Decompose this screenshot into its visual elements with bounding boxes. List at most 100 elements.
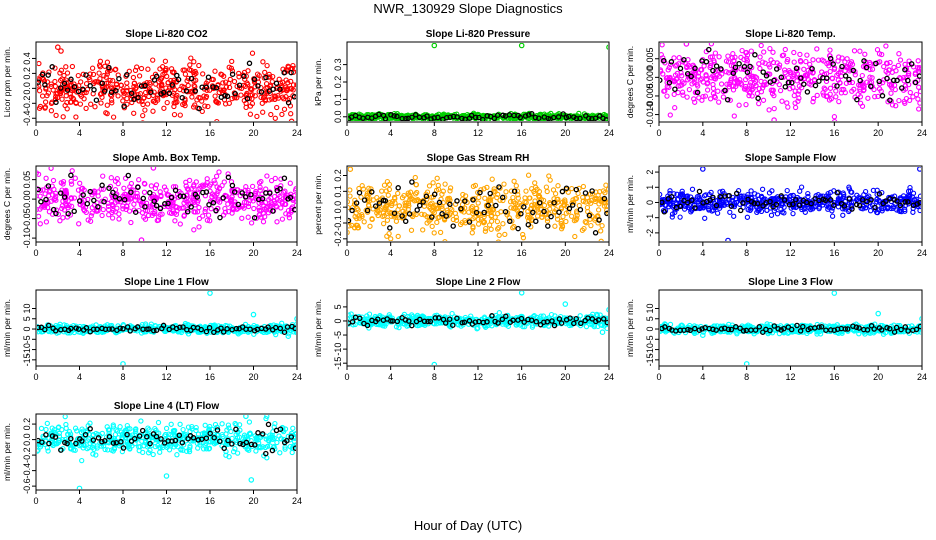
x-tick-label: 4 [77, 128, 82, 138]
data-point [544, 218, 551, 224]
data-point [285, 86, 291, 92]
data-point [268, 177, 275, 184]
overlay-point [747, 63, 753, 70]
data-point [810, 99, 816, 105]
data-point [42, 99, 49, 105]
data-point [136, 98, 142, 104]
data-point [46, 69, 52, 75]
overlay-point [409, 179, 415, 185]
data-point [862, 51, 868, 57]
data-point [177, 221, 183, 227]
data-point [128, 195, 134, 201]
data-point [741, 86, 748, 92]
x-tick-label: 4 [388, 248, 393, 258]
data-point [43, 175, 49, 181]
overlay-point [752, 52, 758, 58]
data-point [889, 102, 896, 108]
data-point [183, 192, 190, 199]
data-point [285, 80, 291, 86]
overlay-point [801, 81, 807, 87]
overlay-point [518, 211, 524, 217]
data-point [104, 102, 110, 108]
data-point [55, 211, 62, 217]
data-point [595, 207, 602, 213]
data-point [256, 72, 262, 79]
overlay-point [364, 322, 371, 329]
x-tick-label: 4 [388, 128, 393, 138]
outlier-point [431, 43, 438, 49]
overlay-point [277, 185, 283, 192]
data-point [810, 57, 816, 63]
overlay-point [37, 324, 41, 331]
data-point [671, 55, 677, 61]
data-point [59, 96, 65, 102]
data-point [718, 81, 725, 87]
data-point [149, 193, 155, 200]
data-point [431, 320, 438, 327]
data-point [667, 61, 674, 68]
y-tick-label: 1 [645, 185, 655, 190]
data-point [913, 91, 920, 98]
data-point [514, 188, 521, 194]
data-point [252, 93, 258, 99]
data-point [173, 211, 180, 218]
y-tick-label: -2 [645, 229, 655, 237]
data-point [823, 78, 830, 85]
overlay-point [151, 198, 157, 204]
data-point [869, 75, 875, 81]
data-point [511, 223, 517, 230]
overlay-point [751, 200, 757, 207]
overlay-point [403, 115, 409, 121]
data-point [893, 68, 899, 74]
y-tick-label: -0.10 [22, 228, 32, 249]
data-point [120, 98, 126, 104]
overlay-point [45, 322, 52, 329]
data-point [826, 53, 833, 59]
overlay-point [87, 328, 93, 335]
data-point [689, 81, 695, 87]
overlay-point [466, 318, 473, 324]
data-point [675, 61, 682, 67]
data-point [268, 111, 274, 118]
data-point [386, 181, 393, 188]
data-point [442, 239, 448, 241]
data-point [880, 205, 886, 212]
data-point [721, 202, 728, 208]
overlay-point [724, 96, 731, 103]
data-point [421, 212, 428, 218]
overlay-point [229, 182, 236, 189]
overlay-point [827, 197, 834, 203]
data-point [784, 59, 790, 65]
overlay-point [247, 326, 253, 332]
data-point [797, 188, 803, 194]
overlay-point [604, 319, 608, 326]
overlay-point [493, 202, 499, 209]
overlay-point [668, 59, 675, 65]
data-point [849, 189, 855, 195]
data-point [221, 73, 227, 79]
data-point [288, 111, 294, 117]
data-point [348, 187, 353, 193]
data-point [805, 190, 811, 197]
data-point [229, 68, 236, 74]
data-point [770, 59, 777, 66]
y-tick-label: 0.2 [22, 67, 32, 80]
overlay-point [459, 115, 465, 121]
data-point [501, 181, 507, 187]
overlay-point [447, 201, 453, 208]
data-point [61, 207, 68, 213]
y-axis-label: ml/min per min. [2, 299, 12, 357]
overlay-point [577, 206, 584, 213]
data-point [39, 93, 46, 99]
overlay-point [736, 60, 742, 67]
y-tick-label: -5 [333, 331, 343, 339]
overlay-point [461, 319, 468, 326]
outlier-point [599, 329, 606, 336]
y-axis-label: Licor ppm per min. [2, 47, 12, 117]
data-point [878, 88, 884, 94]
data-point [102, 161, 106, 165]
data-point [806, 81, 812, 87]
outlier-point [150, 167, 157, 171]
overlay-point [706, 46, 712, 53]
y-axis-label: ml/min per min. [625, 175, 635, 233]
